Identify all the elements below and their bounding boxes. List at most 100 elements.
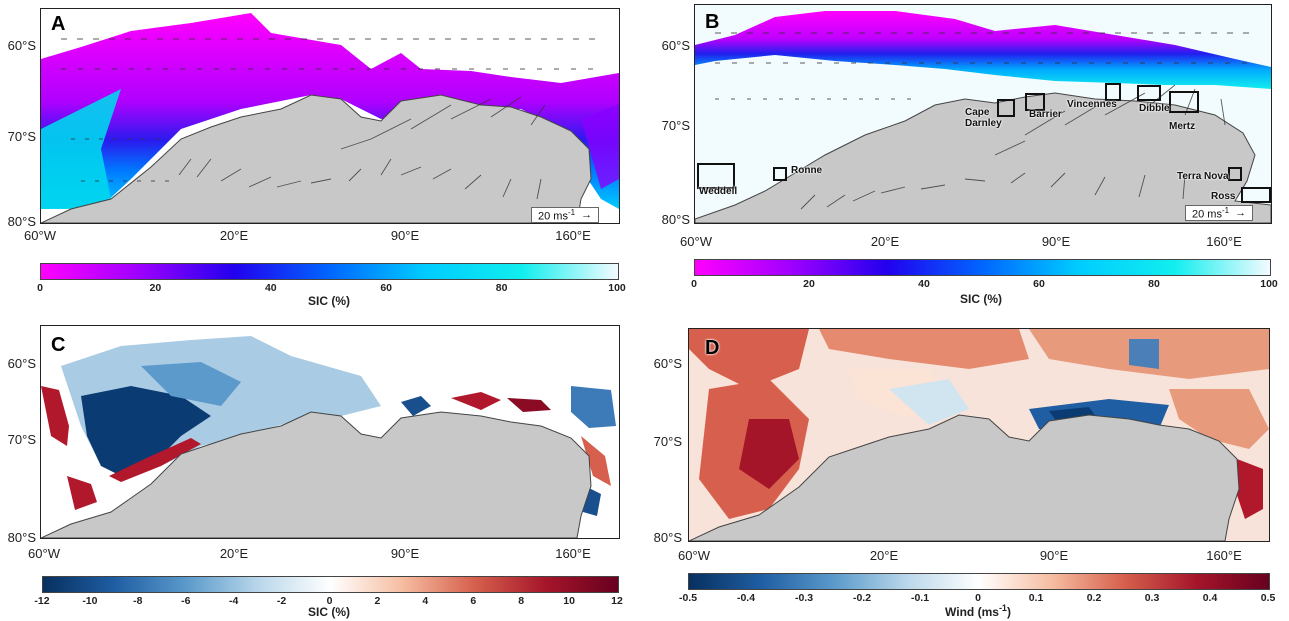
lon-label: 160°E	[1206, 548, 1242, 563]
colorbar-tick-label: 8	[518, 595, 525, 607]
colorbar-tick-label: 10	[563, 595, 575, 607]
region-label-ronne: Ronne	[791, 165, 823, 176]
panel-a-map: A 20 ms-1 →	[40, 8, 620, 224]
antarctica-landmass	[41, 411, 592, 538]
lon-label: 160°E	[555, 228, 591, 243]
lon-label: 90°E	[390, 228, 420, 243]
region-box-barrier	[1025, 93, 1045, 111]
wind-scale-arrow-icon: →	[1235, 207, 1247, 219]
lat-label: 70°S	[653, 434, 682, 449]
colorbar-tick-label: -0.2	[852, 592, 872, 604]
sic-colorbar-label: SIC (%)	[960, 292, 1002, 306]
lon-label: 20°E	[219, 546, 249, 561]
lat-label: 70°S	[7, 129, 36, 144]
lat-label: 80°S	[661, 212, 690, 227]
colorbar-tick-label: 100	[608, 282, 626, 294]
colorbar-tick-label: 40	[918, 278, 930, 290]
panel-b-letter: B	[705, 11, 720, 33]
colorbar-tick-label: -0.4	[736, 592, 756, 604]
lon-label: 60°W	[28, 546, 60, 561]
lon-label: 90°E	[390, 546, 420, 561]
colorbar-tick-label: 6	[470, 595, 477, 607]
panel-c-map: C	[40, 325, 620, 539]
region-label-cape-darnley: Cape Darnley	[965, 107, 1002, 129]
lat-label: 80°S	[7, 214, 36, 229]
panel-b-map-graphic	[695, 5, 1271, 223]
lon-label: 160°E	[555, 546, 591, 561]
panel-c-map-graphic	[41, 326, 619, 538]
region-box-ross	[1241, 187, 1271, 203]
colorbar-tick-label: 20	[803, 278, 815, 290]
lon-label: 60°W	[680, 234, 712, 249]
antarctica-landmass	[41, 94, 592, 223]
sic-colorbar	[40, 263, 619, 280]
colorbar-tick-label: 40	[264, 282, 277, 294]
region-box-vincennes	[1105, 83, 1121, 101]
region-box-weddell	[697, 163, 735, 189]
wind-scale-arrow-icon: →	[581, 209, 593, 221]
colorbar-tick-label: 0.2	[1086, 592, 1102, 604]
lon-label: 20°E	[219, 228, 249, 243]
colorbar-tick-label: -0.1	[910, 592, 930, 604]
region-box-ronne	[773, 167, 787, 181]
sic-diff-colorbar	[42, 576, 619, 593]
colorbar-tick-label: 20	[149, 282, 162, 294]
colorbar-tick-label: -8	[133, 595, 143, 607]
colorbar-tick-label: 0	[975, 592, 981, 604]
colorbar-tick-label: -4	[228, 595, 239, 607]
lat-label: 60°S	[7, 356, 36, 371]
wind-scale-text: 20 ms-1	[538, 207, 576, 223]
lat-label: 60°S	[7, 38, 36, 53]
region-label-weddell: Weddell	[699, 186, 738, 197]
lat-label: 70°S	[7, 432, 36, 447]
lon-label: 160°E	[1206, 234, 1242, 249]
colorbar-tick-label: -6	[181, 595, 191, 607]
colorbar-tick-label: 80	[1148, 278, 1160, 290]
region-label-ross: Ross	[1211, 191, 1236, 202]
colorbar-tick-label: -12	[34, 595, 50, 607]
lat-label: 70°S	[661, 118, 690, 133]
colorbar-tick-label: 100	[1260, 278, 1278, 290]
colorbar-tick-label: -2	[276, 595, 287, 607]
colorbar-tick-label: 60	[1033, 278, 1045, 290]
wind-scale-legend: 20 ms-1 →	[1185, 205, 1254, 221]
panel-a-letter: A	[51, 13, 66, 35]
sic-colorbar-label: SIC (%)	[308, 294, 350, 308]
lon-label: 90°E	[1039, 548, 1069, 563]
panel-b-map: B Weddell Ronne Cape Darnley Barrier Vin…	[694, 4, 1272, 224]
colorbar-tick-label: -0.3	[794, 592, 814, 604]
colorbar-tick-label: 4	[422, 595, 429, 607]
colorbar-tick-label: 0.3	[1144, 592, 1160, 604]
colorbar-tick-label: 0	[691, 278, 697, 290]
colorbar-tick-label: 2	[374, 595, 381, 607]
region-label-mertz: Mertz	[1169, 121, 1196, 132]
colorbar-tick-label: 0.5	[1260, 592, 1276, 604]
sic-diff-colorbar-label: SIC (%)	[308, 605, 350, 619]
antarctica-landmass	[689, 414, 1240, 541]
wind-scale-text: 20 ms-1	[1192, 205, 1230, 221]
lon-label: 20°E	[870, 234, 900, 249]
colorbar-tick-label: 0.1	[1028, 592, 1044, 604]
colorbar-tick-label: 80	[495, 282, 508, 294]
colorbar-tick-label: 12	[611, 595, 623, 607]
region-label-terra-nova: Terra Nova	[1177, 171, 1229, 182]
wind-scale-legend: 20 ms-1 →	[531, 207, 600, 223]
panel-c-letter: C	[51, 334, 66, 356]
panel-d-map: D	[688, 328, 1270, 542]
region-label-dibble: Dibble	[1139, 103, 1170, 114]
lat-label: 80°S	[7, 530, 36, 545]
region-box-dibble	[1137, 85, 1161, 101]
lon-label: 20°E	[869, 548, 899, 563]
colorbar-tick-label: 0	[326, 595, 333, 607]
wind-diff-colorbar-label: Wind (ms-1)	[945, 603, 1011, 619]
lat-label: 80°S	[653, 530, 682, 545]
wind-diff-colorbar	[688, 573, 1270, 590]
panel-d-map-graphic	[689, 329, 1269, 541]
colorbar-tick-label: 60	[380, 282, 393, 294]
panel-d-letter: D	[705, 337, 720, 359]
region-label-vincennes: Vincennes	[1067, 99, 1117, 110]
region-box-mertz	[1169, 91, 1199, 113]
region-box-cape-darnley	[997, 99, 1015, 117]
lon-label: 90°E	[1041, 234, 1071, 249]
colorbar-tick-label: 0.4	[1202, 592, 1218, 604]
